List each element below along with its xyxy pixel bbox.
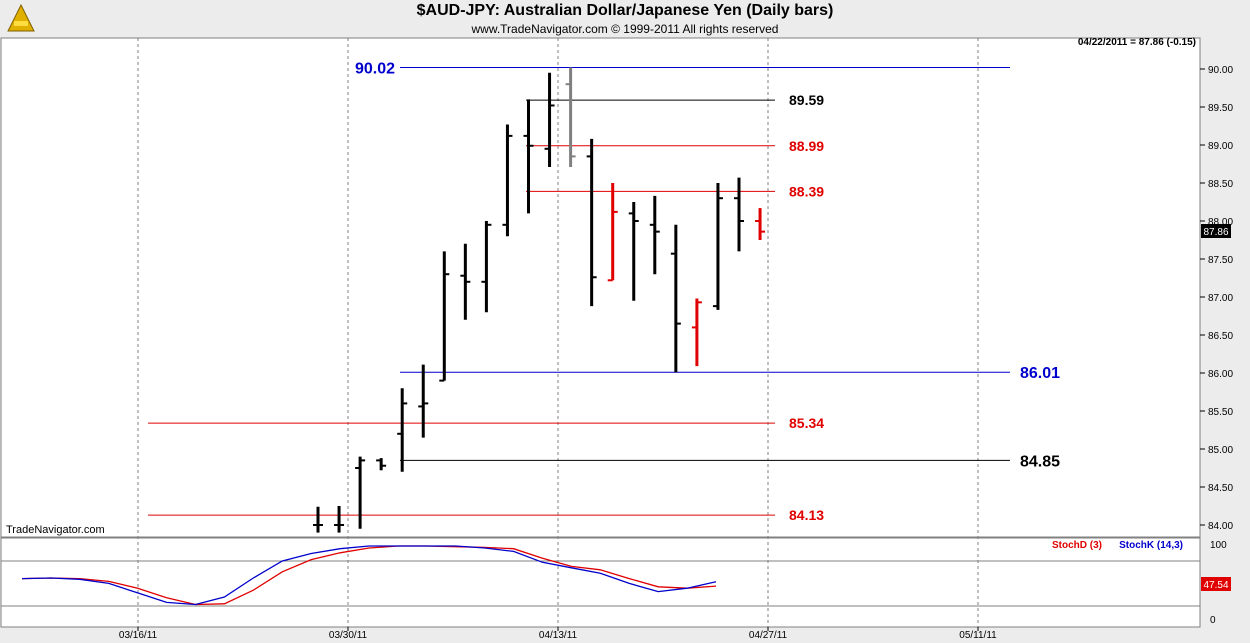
level-label-88-39: 88.39	[789, 183, 824, 199]
ohlc-bar	[334, 506, 345, 533]
ohlc-bar	[586, 138, 597, 307]
x-tick-label: 04/27/11	[749, 630, 788, 641]
stoch-d-legend: StochD (3)	[1052, 540, 1102, 551]
y-tick-label: 85.00	[1208, 445, 1233, 456]
y-tick-label: 85.50	[1208, 407, 1233, 418]
y-tick-label: 87.50	[1208, 255, 1233, 266]
y-tick-label: 86.50	[1208, 331, 1233, 342]
stoch-tick-0: 0	[1210, 615, 1216, 626]
ohlc-bar	[418, 364, 429, 438]
last-price-label: 87.86	[1203, 227, 1228, 238]
level-label-90-02: 90.02	[355, 60, 395, 77]
last-price-tag: 87.86	[1201, 224, 1231, 238]
y-tick-label: 87.00	[1208, 293, 1233, 304]
watermark: TradeNavigator.com	[6, 524, 105, 536]
copyright-text: www.TradeNavigator.com © 1999-2011 All r…	[471, 22, 779, 36]
x-tick-label: 03/16/11	[119, 630, 158, 641]
x-tick-label: 04/13/11	[539, 630, 578, 641]
y-tick-label: 86.00	[1208, 369, 1233, 380]
stoch-k-line	[21, 545, 717, 606]
level-label-84-13: 84.13	[789, 507, 824, 523]
ohlc-bar	[649, 195, 660, 275]
y-tick-label: 88.50	[1208, 179, 1233, 190]
ohlc-bar	[565, 67, 576, 168]
level-label-88-99: 88.99	[789, 138, 824, 154]
level-label-85-34: 85.34	[789, 415, 824, 431]
ohlc-bar	[355, 456, 366, 529]
ohlc-bar	[439, 251, 450, 382]
trade-navigator-logo-icon	[7, 3, 35, 32]
y-tick-label: 84.50	[1208, 483, 1233, 494]
ohlc-bar	[607, 183, 618, 282]
ohlc-bar	[755, 208, 766, 240]
stoch-tick-100: 100	[1210, 540, 1227, 551]
stoch-last-tag: 47.54	[1201, 577, 1231, 591]
y-tick-label: 89.50	[1208, 103, 1233, 114]
ohlc-bar	[712, 183, 723, 310]
chart-header: $AUD-JPY: Australian Dollar/Japanese Yen…	[0, 0, 1250, 38]
ohlc-bar	[734, 177, 744, 252]
x-tick-label: 03/30/11	[329, 630, 368, 641]
ohlc-bar	[502, 124, 513, 237]
ohlc-bar	[691, 298, 702, 367]
level-label-89-59: 89.59	[789, 92, 824, 108]
ohlc-bar	[313, 506, 323, 533]
stoch-d-line	[21, 545, 717, 606]
y-tick-label: 88.00	[1208, 217, 1233, 228]
stochastic-pane	[0, 537, 1201, 628]
ohlc-bar	[544, 72, 555, 168]
stoch-last-label: 47.54	[1203, 580, 1228, 591]
quote-readout: 04/22/2011 = 87.86 (-0.15)	[1078, 37, 1196, 48]
ohlc-bar	[481, 221, 492, 313]
ohlc-bar	[376, 458, 387, 471]
ohlc-bar	[460, 243, 471, 320]
chart-title: $AUD-JPY: Australian Dollar/Japanese Yen…	[416, 2, 834, 19]
ohlc-bar	[670, 224, 681, 373]
x-tick-label: 05/11/11	[959, 630, 997, 641]
ohlc-bar	[523, 99, 534, 214]
ohlc-bar	[397, 388, 408, 472]
y-tick-label: 89.00	[1208, 141, 1233, 152]
y-tick-label: 84.00	[1208, 521, 1233, 532]
price-pane	[0, 37, 1201, 538]
level-label-86-01: 86.01	[1020, 365, 1060, 382]
stoch-k-legend: StochK (14,3)	[1119, 540, 1183, 551]
ohlc-bar	[628, 202, 639, 301]
y-tick-label: 90.00	[1208, 65, 1233, 76]
level-label-84-85: 84.85	[1020, 453, 1060, 470]
